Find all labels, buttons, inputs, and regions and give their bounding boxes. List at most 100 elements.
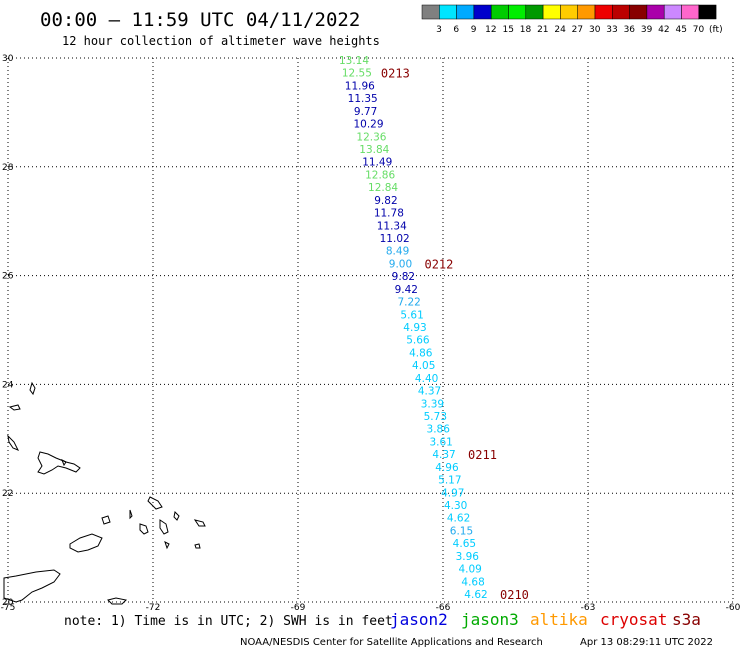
island-outline xyxy=(29,381,36,396)
swh-value: 11.49 xyxy=(362,157,392,169)
swh-value: 5.66 xyxy=(406,335,430,347)
swh-value: 4.62 xyxy=(447,513,470,525)
colorbar-label: 70 xyxy=(693,25,705,35)
generated-timestamp: Apr 13 08:29:11 UTC 2022 xyxy=(580,637,713,648)
lon-tick-label: -75 xyxy=(1,603,16,613)
swh-value: 11.96 xyxy=(345,80,375,92)
colorbar-swatch xyxy=(525,4,544,20)
colorbar-swatch xyxy=(490,4,509,20)
swh-value: 4.40 xyxy=(415,373,438,385)
swh-value: 9.82 xyxy=(392,271,415,283)
colorbar-swatch xyxy=(542,4,561,20)
island-outline xyxy=(3,569,61,603)
pass-time-labels: 0213 0212 0211 0210 xyxy=(381,67,529,602)
swh-value: 4.30 xyxy=(444,500,467,512)
island-outline xyxy=(193,519,206,527)
colorbar-label: (ft) xyxy=(709,25,723,35)
map-title: 00:00 – 11:59 UTC 04/11/2022 xyxy=(40,9,360,31)
island-outline xyxy=(139,523,149,535)
coastline xyxy=(3,381,206,605)
island-outline xyxy=(164,541,170,550)
island-outline xyxy=(69,533,103,553)
colorbar-label: 39 xyxy=(641,25,653,35)
swh-value: 11.35 xyxy=(348,93,378,105)
colorbar-label: 30 xyxy=(589,25,601,35)
swh-value: 3.61 xyxy=(429,436,452,448)
credit-text: NOAA/NESDIS Center for Satellite Applica… xyxy=(240,637,543,648)
swh-value: 3.39 xyxy=(421,398,444,410)
island-outline xyxy=(61,458,67,467)
satellite-legend-label: jason2 xyxy=(390,610,448,629)
colorbar-swatch xyxy=(456,4,475,20)
colorbar-label: 18 xyxy=(520,25,532,35)
swh-value: 4.05 xyxy=(412,360,435,372)
footer-note: note: 1) Time is in UTC; 2) SWH is in fe… xyxy=(64,614,393,629)
satellite-legend: jason2 jason3 altika cryosat s3a xyxy=(390,610,701,629)
colorbar-label: 6 xyxy=(453,25,459,35)
swh-value: 9.77 xyxy=(354,106,377,118)
satellite-legend-label: jason3 xyxy=(461,610,519,629)
pass-time-label: 0211 xyxy=(468,448,497,462)
swh-value: 3.96 xyxy=(456,551,480,563)
lon-tick-label: -66 xyxy=(436,603,451,613)
swh-value: 4.65 xyxy=(453,538,476,550)
swh-value: 3.86 xyxy=(427,424,451,436)
swh-value: 13.14 xyxy=(339,55,369,67)
swh-value: 4.86 xyxy=(409,347,433,359)
colorbar-label: 33 xyxy=(606,25,617,35)
swh-value: 4.37 xyxy=(418,386,441,398)
swh-value: 4.97 xyxy=(441,487,464,499)
colorbar-swatch xyxy=(439,4,457,20)
pass-time-label: 0210 xyxy=(500,588,529,602)
swh-value: 11.78 xyxy=(374,208,404,220)
lat-tick-label: 28 xyxy=(2,163,14,173)
swh-value: 7.22 xyxy=(397,297,420,309)
colorbar: 3 6 9 12 15 18 21 24 27 30 33 36 39 42 45 70 (ft) xyxy=(421,4,723,35)
colorbar-swatch xyxy=(663,4,682,20)
swh-value: 4.09 xyxy=(458,564,481,576)
swh-value: 9.82 xyxy=(374,195,397,207)
lat-tick-label: 20 xyxy=(2,598,14,608)
colorbar-swatch xyxy=(594,4,613,20)
lon-tick-label: -69 xyxy=(291,603,306,613)
swh-value: 8.49 xyxy=(386,246,409,258)
swh-value: 4.93 xyxy=(403,322,426,334)
swh-value: 13.84 xyxy=(359,144,389,156)
map-subtitle: 12 hour collection of altimeter wave hei… xyxy=(62,34,380,48)
swh-value: 4.62 xyxy=(464,589,487,601)
lat-tick-label: 24 xyxy=(2,380,14,390)
colorbar-label: 9 xyxy=(471,25,477,35)
colorbar-swatch xyxy=(646,4,665,20)
swh-value: 6.15 xyxy=(450,525,473,537)
swh-value: 12.36 xyxy=(356,131,386,143)
colorbar-label: 12 xyxy=(485,25,496,35)
colorbar-label: 27 xyxy=(572,25,583,35)
lat-tick-label: 26 xyxy=(2,272,14,282)
swh-value: 12.86 xyxy=(365,169,395,181)
colorbar-swatch xyxy=(560,4,578,20)
swh-value: 5.17 xyxy=(438,475,461,487)
island-outline xyxy=(159,519,169,535)
colorbar-swatch xyxy=(508,4,527,20)
swh-value: 5.73 xyxy=(424,411,447,423)
island-outline xyxy=(129,509,133,520)
lon-tick-label: -72 xyxy=(146,603,161,613)
colorbar-label: 24 xyxy=(554,25,566,35)
satellite-legend-label: altika xyxy=(530,610,588,629)
colorbar-label: 3 xyxy=(436,25,442,35)
colorbar-swatch xyxy=(473,4,492,20)
lon-tick-label: -60 xyxy=(726,603,740,613)
swh-value: 10.29 xyxy=(353,119,383,131)
pass-time-label: 0212 xyxy=(424,257,453,271)
map-grid: 302826242220-75-72-69-66-63-60 xyxy=(1,54,740,613)
swh-value: 12.84 xyxy=(368,182,398,194)
swh-value: 12.55 xyxy=(342,68,372,80)
island-outline xyxy=(107,597,128,605)
colorbar-swatch xyxy=(577,4,596,20)
swh-value: 9.00 xyxy=(389,258,412,270)
colorbar-swatch xyxy=(612,4,630,20)
island-outline xyxy=(7,434,20,451)
island-outline xyxy=(173,510,180,521)
swh-value: 11.34 xyxy=(377,220,407,232)
swh-value: 4.68 xyxy=(461,576,484,588)
